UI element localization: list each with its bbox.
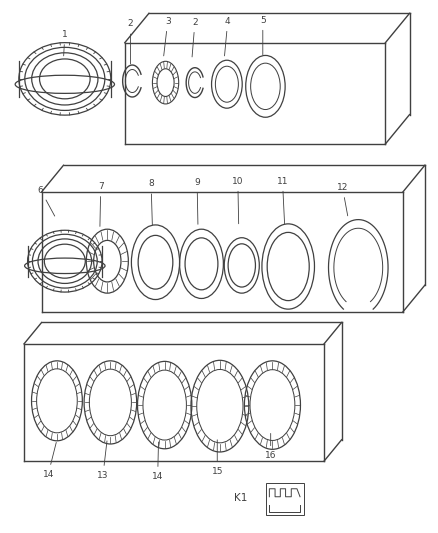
- Text: 7: 7: [98, 182, 104, 227]
- Text: 16: 16: [265, 433, 276, 460]
- Text: 2: 2: [192, 18, 198, 57]
- Text: 12: 12: [337, 183, 348, 216]
- Text: 13: 13: [97, 441, 109, 480]
- Text: 2: 2: [128, 20, 133, 64]
- Text: 15: 15: [212, 440, 223, 476]
- Text: 4: 4: [225, 17, 230, 56]
- Text: 11: 11: [277, 177, 288, 224]
- Text: K1: K1: [234, 494, 247, 503]
- Text: 9: 9: [194, 178, 200, 224]
- Text: 14: 14: [42, 442, 56, 479]
- Text: 6: 6: [38, 186, 55, 216]
- Text: 14: 14: [152, 442, 163, 481]
- Text: 3: 3: [164, 17, 171, 56]
- Text: 5: 5: [260, 16, 266, 55]
- Text: 1: 1: [62, 30, 68, 56]
- Text: 8: 8: [148, 180, 154, 225]
- Bar: [266, 483, 304, 515]
- Text: 10: 10: [232, 177, 244, 224]
